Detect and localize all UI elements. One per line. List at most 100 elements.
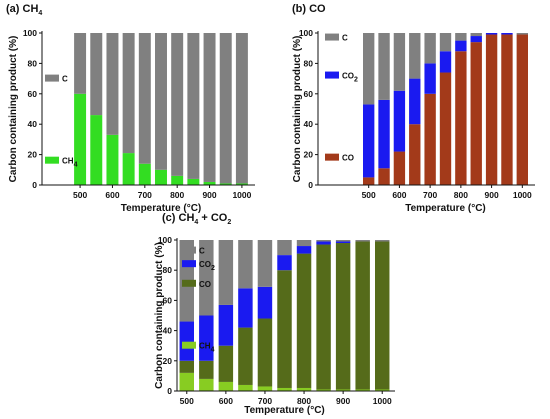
bar-a-750-s1 — [155, 33, 167, 170]
y-tick-label: 40 — [304, 119, 314, 129]
bar-c-850-s3 — [316, 240, 331, 242]
chart-panel-b: (b) CO Carbon containing product (%) Tempe… — [292, 3, 535, 214]
bar-a-500-s0 — [74, 93, 87, 185]
bar-c-600-s1 — [218, 345, 234, 382]
bar-c-750-s2 — [277, 255, 292, 271]
bar-b-550-s2 — [378, 33, 390, 100]
bar-b-1000-s2 — [516, 33, 528, 35]
x-tick-label: 800 — [454, 190, 468, 200]
x-axis-label: Temperature (°C) — [121, 203, 202, 214]
bar-c-650-s2 — [238, 288, 253, 328]
x-tick-label: 600 — [105, 190, 119, 200]
bar-c-550-s3 — [199, 240, 214, 316]
x-tick-label: 800 — [297, 396, 311, 406]
bar-a-1000-s1 — [235, 33, 248, 184]
bar-b-750-s1 — [439, 51, 452, 73]
x-tick-label: 500 — [73, 190, 87, 200]
bar-c-950-s0 — [355, 389, 370, 391]
x-tick-label: 700 — [138, 190, 152, 200]
bar-b-500-s1 — [363, 104, 375, 178]
legend-swatch — [325, 33, 339, 41]
legend-label: CO2 — [199, 260, 215, 272]
x-tick-label: 600 — [219, 396, 233, 406]
bar-c-850-s0 — [316, 389, 331, 391]
bar-b-950-s1 — [501, 33, 513, 35]
bar-b-900-s0 — [485, 34, 498, 185]
bar-b-800-s0 — [455, 51, 467, 185]
bar-c-650-s3 — [238, 240, 253, 289]
bar-a-850-s1 — [187, 33, 200, 179]
bar-b-700-s2 — [424, 33, 436, 64]
bar-c-700-s3 — [257, 240, 273, 287]
legend-swatch — [182, 246, 196, 254]
legend-label: C — [199, 247, 205, 256]
panel-title: (b) CO — [292, 3, 326, 15]
bar-a-550-s0 — [90, 115, 103, 185]
bar-c-750-s1 — [277, 270, 292, 388]
bar-c-1000-s0 — [375, 389, 390, 391]
bar-c-900-s0 — [335, 389, 351, 391]
x-tick-label: 1000 — [373, 396, 392, 406]
bar-c-550-s1 — [199, 360, 214, 379]
bar-c-550-s0 — [199, 378, 214, 391]
bar-c-800-s0 — [296, 387, 312, 391]
y-tick-label: 40 — [28, 119, 38, 129]
bar-c-650-s0 — [238, 384, 253, 391]
bar-b-850-s0 — [470, 42, 482, 186]
y-tick-label: 80 — [163, 265, 173, 275]
bar-b-600-s2 — [393, 33, 406, 91]
x-tick-label: 1000 — [513, 190, 532, 200]
bar-a-800-s0 — [171, 175, 184, 185]
legend-label: CH4 — [199, 342, 215, 354]
legend-swatch — [325, 153, 339, 161]
panel-title: (c) CH4 + CO2 — [162, 212, 231, 226]
bar-c-900-s3 — [335, 240, 351, 242]
y-tick-label: 80 — [28, 58, 38, 68]
bar-c-800-s3 — [296, 240, 312, 247]
bar-c-750-s3 — [277, 240, 292, 256]
bar-c-550-s2 — [199, 315, 214, 361]
bar-b-600-s0 — [393, 151, 406, 185]
bar-b-650-s0 — [409, 124, 421, 185]
bar-c-750-s0 — [277, 387, 292, 391]
y-tick-label: 20 — [28, 150, 38, 160]
x-axis-label: Temperature (°C) — [244, 405, 325, 416]
legend-swatch — [45, 74, 59, 82]
legend-label: CO — [199, 280, 211, 289]
bar-b-800-s1 — [455, 40, 467, 52]
y-tick-label: 60 — [28, 89, 38, 99]
x-tick-label: 800 — [170, 190, 184, 200]
bar-a-550-s1 — [90, 33, 103, 116]
x-tick-label: 700 — [258, 396, 272, 406]
bar-c-500-s0 — [179, 372, 194, 391]
y-tick-label: 0 — [32, 180, 37, 190]
y-tick-label: 80 — [304, 58, 314, 68]
bar-a-800-s1 — [171, 33, 184, 176]
x-tick-label: 500 — [362, 190, 376, 200]
bar-b-650-s2 — [409, 33, 421, 79]
y-tick-label: 0 — [308, 180, 313, 190]
bar-b-500-s2 — [363, 33, 375, 105]
bar-c-700-s2 — [257, 286, 273, 319]
bar-a-600-s1 — [106, 33, 119, 135]
bar-b-550-s0 — [378, 168, 390, 185]
legend-swatch — [182, 341, 196, 349]
y-tick-label: 60 — [304, 89, 314, 99]
bar-c-850-s2 — [316, 241, 331, 245]
bar-a-500-s1 — [74, 33, 87, 94]
bar-a-700-s0 — [138, 163, 151, 185]
x-tick-label: 900 — [484, 190, 498, 200]
chart-panel-a: (a) CH4 Carbon containing product (%) Temp… — [6, 3, 255, 214]
bar-b-800-s2 — [455, 33, 467, 41]
bar-c-500-s2 — [179, 321, 194, 361]
bar-c-600-s3 — [218, 240, 234, 305]
bar-a-650-s1 — [122, 33, 135, 154]
y-tick-label: 100 — [158, 235, 172, 245]
legend-label: C — [342, 34, 348, 43]
bar-a-950-s1 — [219, 33, 232, 184]
bar-b-600-s1 — [393, 90, 406, 152]
legend-swatch — [325, 71, 339, 79]
y-tick-label: 100 — [23, 28, 37, 38]
legend-label: CH4 — [62, 157, 78, 169]
